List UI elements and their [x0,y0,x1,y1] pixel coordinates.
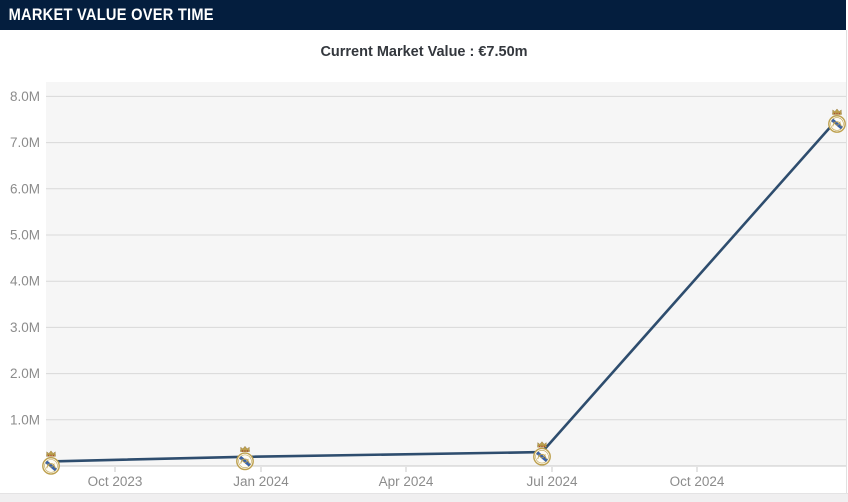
page-right-border [846,30,847,493]
y-axis-label: 6.0M [10,181,40,196]
x-axis-label: Oct 2024 [670,474,725,489]
x-axis-label: Jan 2024 [233,474,289,489]
section-header: MARKET VALUE OVER TIME [0,0,846,30]
section-title: MARKET VALUE OVER TIME [8,5,214,24]
x-axis-label: Oct 2023 [88,474,143,489]
y-axis-label: 8.0M [10,89,40,104]
plot-area [46,82,846,466]
y-axis-label: 4.0M [10,274,40,289]
page-section-divider [0,493,848,502]
y-axis-label: 5.0M [10,228,40,243]
y-axis-label: 2.0M [10,366,40,381]
x-axis-label: Jul 2024 [526,474,578,489]
current-market-value-text: Current Market Value : €7.50m [320,44,528,60]
y-axis-label: 7.0M [10,135,40,150]
market-value-line [49,118,839,463]
y-axis-label: 3.0M [10,320,40,335]
x-axis-label: Apr 2024 [379,474,434,489]
y-axis-label: 1.0M [10,412,40,427]
